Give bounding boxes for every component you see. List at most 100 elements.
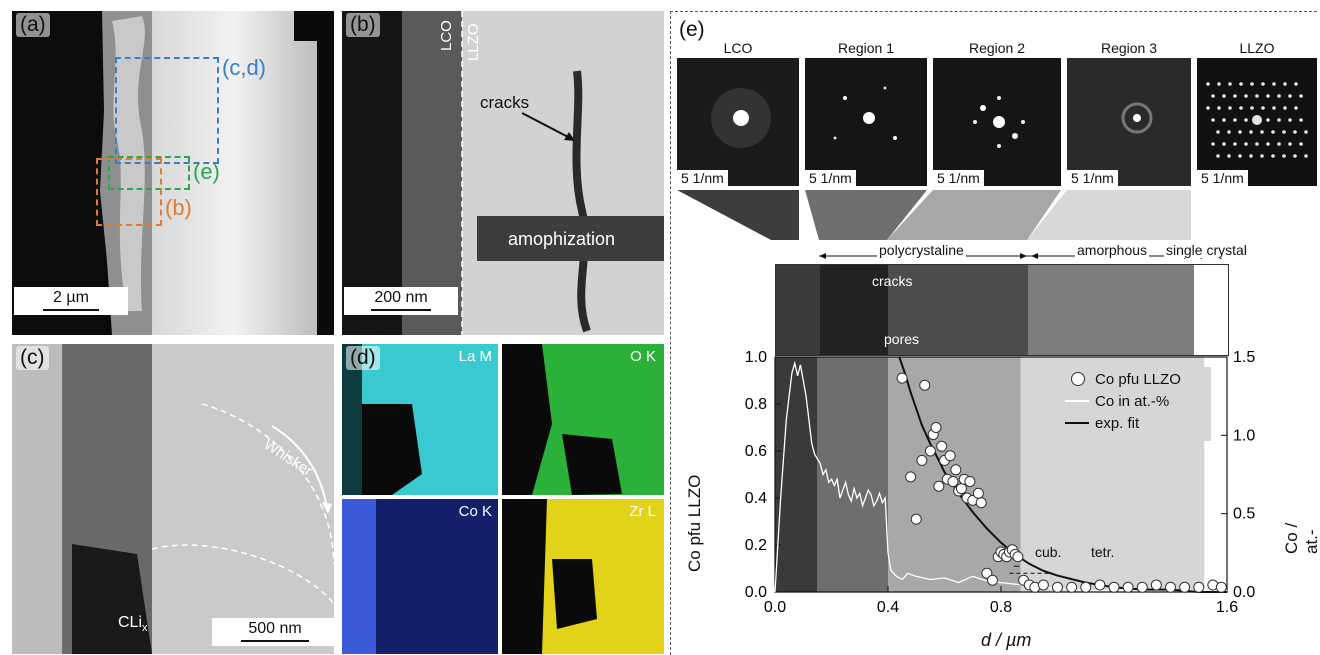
zone-label-single-crystal: single crystal [1164, 242, 1249, 258]
co-pfu-point [1080, 581, 1092, 593]
co-pfu-point [1094, 579, 1106, 591]
amorphization-label: amophization [508, 229, 616, 249]
co-pfu-point [1122, 581, 1134, 593]
x-tick-label: 0.0 [764, 599, 786, 616]
co-pfu-point [910, 513, 922, 525]
diffraction-spot [1271, 154, 1275, 158]
y-axis-label: Co pfu LLZO [685, 474, 704, 572]
diffraction-spot [1261, 82, 1265, 86]
diffraction-llzo: LLZO 5 1/nm [1197, 40, 1317, 186]
panel-c-micrograph [12, 344, 334, 654]
diffraction-spot [1266, 142, 1270, 146]
region-band [775, 357, 818, 592]
co-pfu-point [936, 440, 948, 452]
diffraction-region2: Region 2 5 1/nm [933, 40, 1061, 186]
diffraction-spot [1250, 106, 1254, 110]
diffraction-spot [1222, 142, 1226, 146]
diffraction-spot [1217, 82, 1221, 86]
diffraction-row: LCO 5 1/nm Region 1 5 1/nm Region 2 5 1/… [677, 40, 1317, 200]
diffraction-spot [1222, 118, 1226, 122]
diffraction-scale: 5 1/nm [677, 170, 728, 186]
co-pfu-point [944, 450, 956, 462]
panel-b-label: (b) [346, 13, 380, 37]
panel-d: La M O K Co K Zr L (d) [342, 344, 664, 654]
structure-strip: cracks pores [775, 264, 1229, 356]
map-la-label: La M [458, 348, 492, 365]
legend-fit-icon [1065, 422, 1089, 424]
zone-funnels [677, 190, 1191, 240]
panel-b-scale-bar: 200 nm [344, 287, 458, 315]
y2-tick-label: 1.5 [1233, 349, 1255, 366]
x-tick-label: 0.4 [877, 599, 899, 616]
diffraction-spot [1211, 118, 1215, 122]
co-pfu-point [896, 372, 908, 384]
diffraction-title: LCO [723, 40, 753, 56]
co-pfu-point [1179, 581, 1191, 593]
cracks-label: cracks [480, 93, 530, 112]
diffraction-spot [1282, 154, 1286, 158]
diffraction-spot [1244, 142, 1248, 146]
diffraction-spot [1277, 94, 1281, 98]
x-tick-label: 0.8 [990, 599, 1012, 616]
zone-label-amorphous: amorphous [1075, 242, 1150, 258]
orange-selection-box [96, 158, 162, 226]
map-zr-label: Zr L [629, 503, 656, 520]
diffraction-spot [1266, 94, 1270, 98]
diffraction-spot [1250, 82, 1254, 86]
strip-cracks-label: cracks [872, 273, 913, 289]
box-e-label: (e) [193, 159, 220, 184]
co-pfu-point [1037, 579, 1049, 591]
y2-axis-label: Co / at.-% [1282, 522, 1317, 554]
diffraction-spot [1272, 82, 1276, 86]
diffraction-spot [1277, 118, 1281, 122]
co-pfu-point [1136, 581, 1148, 593]
co-pfu-point [1150, 579, 1162, 591]
co-pfu-point [1215, 581, 1227, 593]
co-pfu-point [1066, 581, 1078, 593]
diffraction-title: LLZO [1239, 40, 1275, 56]
co-pfu-point [933, 480, 945, 492]
map-zr: Zr L [502, 499, 664, 654]
cli-text: CLi [118, 614, 143, 631]
diffraction-spot [1206, 106, 1210, 110]
diffraction-spot [1282, 130, 1286, 134]
co-pfu-point [975, 497, 987, 509]
co-profile-chart: 0.0 0.2 0.4 0.6 0.8 1.0 0.0 0.5 1.0 1.5 0.0 0.4 0.8 1… [745, 349, 1256, 616]
blue-selection-box [115, 57, 219, 164]
diffraction-spot [1288, 94, 1292, 98]
diffraction-spot [1244, 118, 1248, 122]
diffraction-spot [1216, 154, 1220, 158]
diffraction-spot [1299, 118, 1303, 122]
diffraction-spot [1277, 142, 1281, 146]
diffraction-spot [1244, 94, 1248, 98]
panel-c: Whisker CLix (c) 500 nm [12, 344, 334, 654]
co-pfu-point [1193, 581, 1205, 593]
co-pfu-point [964, 476, 976, 488]
diffraction-spot [1238, 130, 1242, 134]
annotation-cub: cub. [1035, 544, 1062, 560]
diffraction-spot [1304, 130, 1308, 134]
diffraction-title: Region 2 [968, 40, 1026, 56]
diffraction-spot [1283, 82, 1287, 86]
diffraction-spot [1211, 94, 1215, 98]
diffraction-spot [1304, 154, 1308, 158]
diffraction-spot [1233, 142, 1237, 146]
diffraction-spot [1239, 82, 1243, 86]
co-pfu-point [955, 483, 967, 495]
map-o-label: O K [630, 348, 656, 365]
diffraction-spot [1222, 94, 1226, 98]
diffraction-scale: 5 1/nm [1197, 170, 1248, 186]
legend-line-icon [1065, 400, 1089, 402]
y-tick-label: 0.2 [745, 537, 767, 554]
strip-pores-label: pores [884, 331, 920, 347]
diffraction-spot [1294, 82, 1298, 86]
diffraction-spot [1272, 106, 1276, 110]
diffraction-spot [1293, 154, 1297, 158]
panel-e-label: (e) [679, 18, 705, 41]
co-pfu-point [1165, 581, 1176, 593]
box-cd-label: (c,d) [222, 55, 266, 80]
diffraction-spot [1293, 130, 1297, 134]
diffraction-region3: Region 3 5 1/nm [1067, 40, 1191, 186]
co-pfu-point [1012, 551, 1024, 563]
diffraction-spot [1238, 154, 1242, 158]
